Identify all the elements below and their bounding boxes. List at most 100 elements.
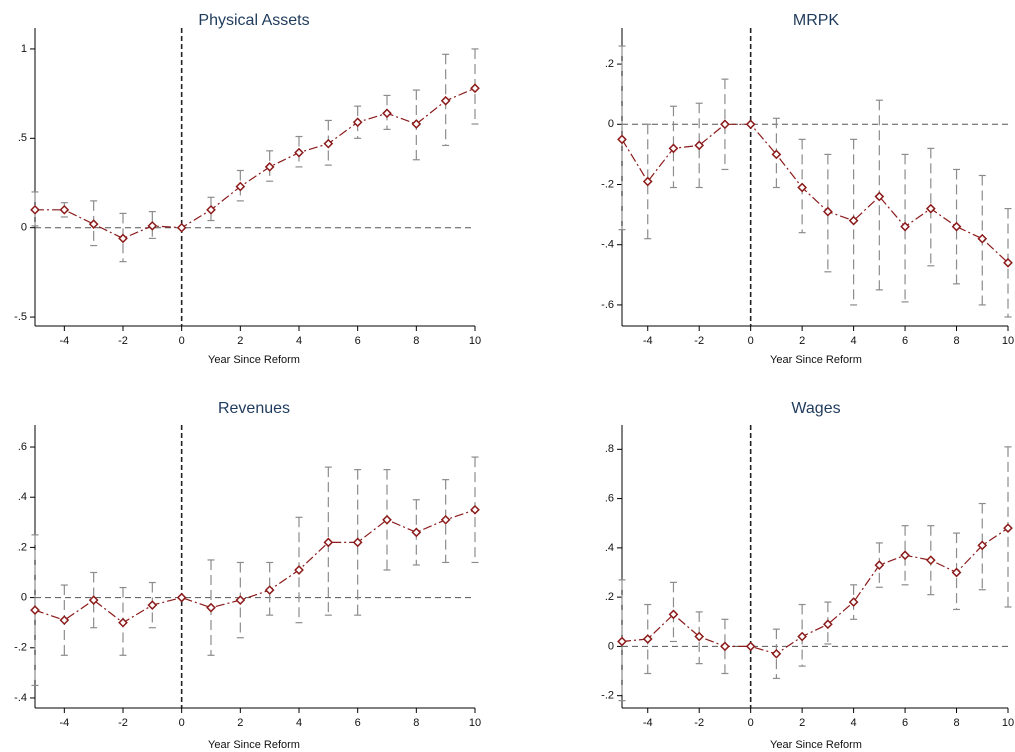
x-tick-label: 10: [1002, 335, 1014, 347]
data-point: [668, 143, 679, 154]
data-point: [951, 221, 962, 232]
data-point: [642, 176, 653, 187]
x-tick-label: -2: [694, 335, 704, 347]
data-point: [925, 555, 936, 566]
data-point: [440, 514, 451, 525]
data-point: [1003, 523, 1013, 534]
chart-wages: Wages Year Since Reform -.2 0 .2 .4 .6 .8 -4 -2…: [601, 400, 1014, 751]
data-point: [440, 95, 451, 106]
x-tick-label: -4: [59, 717, 69, 729]
x-tick-label: 10: [469, 335, 481, 347]
y-tick-label: -.2: [601, 690, 614, 702]
x-tick-label: 8: [413, 717, 419, 729]
x-axis-label: Year Since Reform: [770, 354, 862, 366]
series-line: [35, 87, 476, 240]
x-tick-label: 6: [355, 335, 361, 347]
data-point: [59, 615, 70, 626]
series-line: [621, 123, 1009, 264]
confidence-intervals: [31, 48, 479, 263]
data-point: [176, 592, 187, 603]
x-tick-label: 0: [179, 335, 185, 347]
data-points: [617, 523, 1013, 659]
y-tick-label: .2: [605, 58, 614, 70]
x-tick-label: 6: [355, 717, 361, 729]
y-tick-label: .2: [605, 591, 614, 603]
y-tick-label: -.5: [14, 311, 27, 323]
data-point: [745, 119, 756, 130]
y-tick-label: -.4: [601, 239, 614, 251]
y-tick-label: 0: [608, 118, 614, 130]
data-point: [797, 182, 807, 193]
data-point: [382, 108, 392, 119]
data-point: [617, 636, 627, 647]
data-point: [411, 527, 422, 538]
data-point: [848, 597, 859, 607]
confidence-intervals: [618, 446, 1012, 702]
data-point: [235, 181, 246, 192]
data-point: [977, 540, 988, 551]
y-tick-label: 0: [21, 222, 27, 234]
x-tick-label: 2: [799, 335, 805, 347]
data-point: [771, 149, 782, 160]
panel-physical-assets: Physical Assets Year Since Reform -.5 0 .5…: [0, 0, 500, 370]
data-point: [30, 605, 40, 615]
x-tick-label: 0: [179, 717, 185, 729]
panel-revenues: Revenues Year Since Reform -.4 -.2 0 .2 .4 .6…: [0, 380, 500, 751]
data-point: [745, 641, 756, 652]
data-point: [88, 219, 99, 229]
chart-physical-assets: Physical Assets Year Since Reform -.5 0 .5…: [14, 12, 481, 366]
data-point: [642, 634, 653, 644]
data-point: [823, 206, 833, 217]
x-axis-label: Year Since Reform: [770, 739, 862, 751]
y-tick-label: .4: [18, 491, 27, 503]
x-tick-label: 2: [799, 717, 805, 729]
data-point: [176, 222, 187, 233]
x-tick-label: 10: [1002, 717, 1014, 729]
data-point: [668, 609, 679, 620]
data-point: [206, 602, 216, 613]
y-tick-label: 0: [21, 591, 27, 603]
axes: -.2 0 .2 .4 .6 .8 -4 -2 0 2 4 6 8 10: [601, 425, 1014, 729]
data-point: [694, 140, 705, 151]
axes: -.6 -.4 -.2 0 .2 -4 -2 0 2 4 6 8 10: [601, 28, 1014, 347]
y-tick-label: -.6: [601, 299, 614, 311]
x-tick-label: 6: [902, 335, 908, 347]
y-tick-label: .2: [18, 541, 27, 553]
x-tick-label: 6: [902, 717, 908, 729]
data-point: [352, 117, 363, 128]
data-point: [294, 147, 304, 158]
y-tick-label: .4: [605, 542, 614, 554]
data-point: [264, 585, 275, 595]
data-point: [382, 514, 392, 525]
data-point: [977, 233, 988, 244]
x-tick-label: 4: [296, 717, 302, 729]
x-axis-label: Year Since Reform: [208, 739, 300, 751]
y-tick-label: .5: [18, 132, 27, 144]
panel-wages: Wages Year Since Reform -.2 0 .2 .4 .6 .8 -4 -2…: [508, 380, 1014, 751]
panel-mrpk: MRPK Year Since Reform -.6 -.4 -.2 0 .2 -4 -2 0…: [508, 0, 1014, 370]
data-point: [147, 600, 158, 610]
y-tick-label: .8: [605, 443, 614, 455]
axes: -.5 0 .5 1 -4 -2 0 2 4 6 8 10: [14, 28, 481, 347]
x-tick-label: 8: [413, 335, 419, 347]
data-point: [323, 537, 334, 548]
data-points: [30, 83, 480, 244]
data-point: [823, 619, 833, 630]
data-points: [617, 119, 1013, 268]
y-tick-label: -.4: [14, 692, 27, 704]
axes: -.4 -.2 0 .2 .4 .6 -4 -2 0 2 4 6 8 10: [14, 425, 481, 729]
data-point: [771, 648, 782, 659]
data-point: [30, 204, 40, 215]
y-tick-label: -.2: [14, 642, 27, 654]
x-tick-label: 4: [851, 717, 857, 729]
chart-title: Revenues: [218, 400, 290, 417]
x-tick-label: -4: [643, 717, 653, 729]
data-point: [797, 631, 807, 642]
data-point: [900, 221, 910, 232]
data-point: [951, 567, 962, 578]
data-point: [264, 162, 275, 172]
confidence-intervals: [618, 45, 1012, 318]
x-tick-label: 10: [469, 717, 481, 729]
data-point: [118, 617, 128, 628]
chart-revenues: Revenues Year Since Reform -.4 -.2 0 .2 .4 .6…: [14, 400, 481, 751]
